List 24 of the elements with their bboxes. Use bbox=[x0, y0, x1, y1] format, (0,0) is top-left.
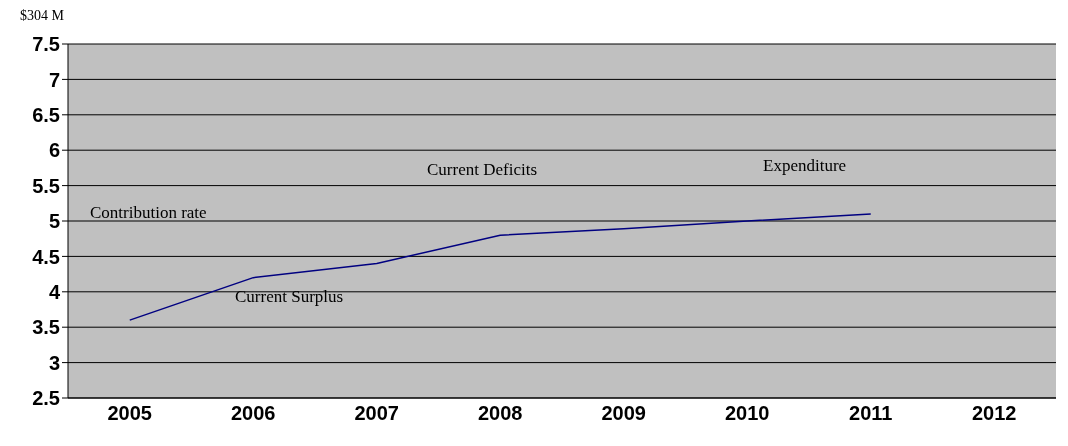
annotation: Current Deficits bbox=[427, 160, 537, 180]
y-tick-label: 2.5 bbox=[32, 387, 60, 410]
text: $304 M bbox=[20, 8, 64, 24]
y-tick-label: 4.5 bbox=[32, 245, 60, 268]
x-tick-label: 2005 bbox=[107, 402, 152, 425]
y-tick-label: 6 bbox=[48, 139, 60, 162]
y-tick-label: 3.5 bbox=[32, 316, 60, 339]
annotation: Expenditure bbox=[763, 156, 847, 176]
x-tick-label: 2009 bbox=[601, 402, 646, 425]
y-tick-label: 6.5 bbox=[32, 103, 60, 126]
y-tick-label: 7.5 bbox=[32, 33, 60, 56]
y-tick-label: 5.5 bbox=[32, 174, 60, 197]
x-tick-label: 2006 bbox=[231, 402, 276, 425]
y-tick-label: 4 bbox=[48, 280, 61, 303]
y-tick-label: 7 bbox=[48, 68, 60, 91]
x-tick-label: 2010 bbox=[725, 402, 770, 425]
x-tick-label: 2008 bbox=[478, 402, 523, 425]
annotation: Current Surplus bbox=[235, 287, 344, 307]
x-tick-label: 2012 bbox=[972, 402, 1017, 425]
annotation: Contribution rate bbox=[90, 203, 207, 223]
y-tick-label: 3 bbox=[48, 351, 60, 374]
y-tick-label: 5 bbox=[48, 210, 60, 233]
x-tick-label: 2007 bbox=[354, 402, 399, 425]
x-tick-label: 2011 bbox=[849, 402, 893, 425]
